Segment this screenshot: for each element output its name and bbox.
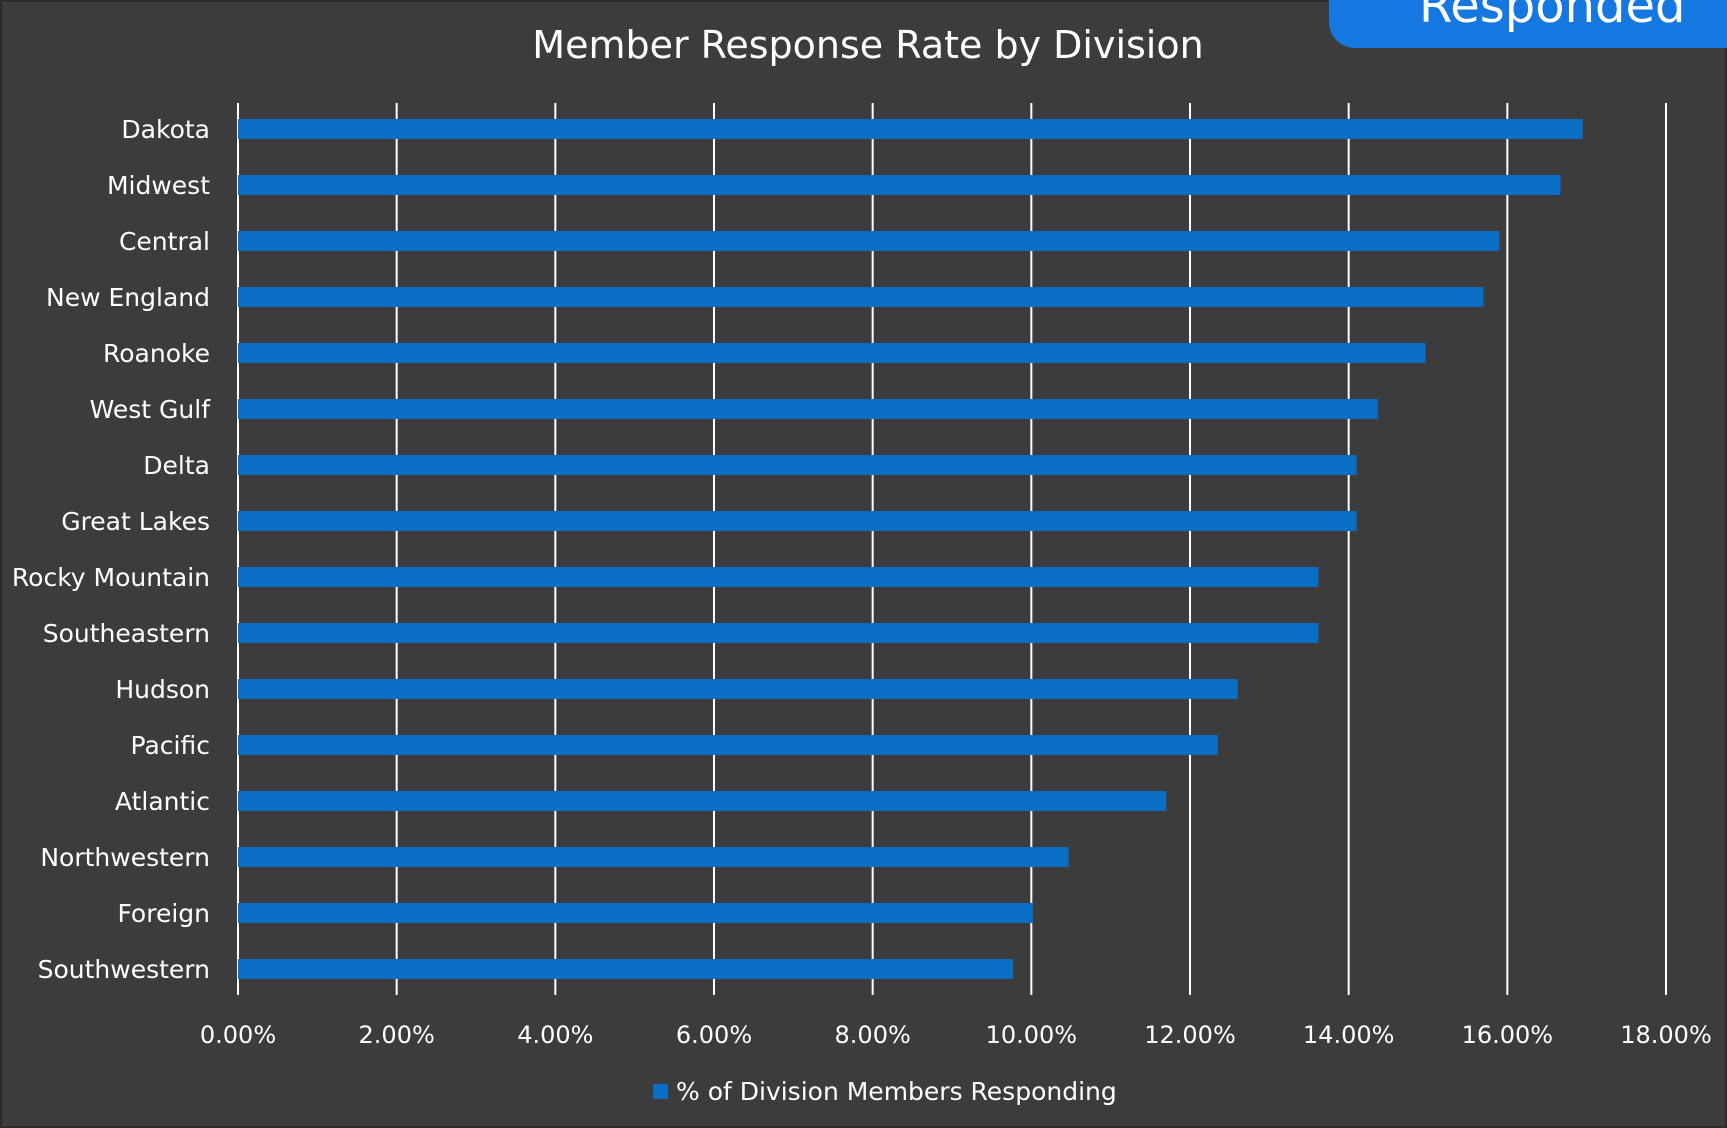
responded-badge: Responded <box>1329 0 1727 48</box>
category-label: Hudson <box>115 675 210 704</box>
x-tick-label: 14.00% <box>1303 1021 1395 1049</box>
category-label: Delta <box>143 451 210 480</box>
category-label: Northwestern <box>40 843 210 872</box>
category-label: West Gulf <box>90 395 212 424</box>
x-tick-label: 8.00% <box>835 1021 911 1049</box>
x-tick-label: 16.00% <box>1462 1021 1554 1049</box>
bar <box>238 287 1484 307</box>
bar <box>238 679 1238 699</box>
category-label: Midwest <box>107 171 210 200</box>
category-label: Foreign <box>117 899 210 928</box>
category-label: Roanoke <box>103 339 210 368</box>
bar <box>238 399 1379 419</box>
bar <box>238 511 1357 531</box>
bar <box>238 343 1426 363</box>
x-tick-label: 0.00% <box>200 1021 276 1049</box>
legend: % of Division Members Responding <box>653 1077 1117 1106</box>
bar <box>238 231 1500 251</box>
badge-label: Responded <box>1419 0 1686 34</box>
category-label: Pacific <box>131 731 210 760</box>
bar <box>238 791 1167 811</box>
x-tick-label: 4.00% <box>517 1021 593 1049</box>
gridlines <box>237 103 1667 995</box>
x-tick-labels: 0.00% 2.00% 4.00% 6.00% 8.00% 10.00% 12.00% 14.… <box>200 1021 1712 1049</box>
bar <box>238 567 1319 587</box>
bar <box>238 903 1033 923</box>
legend-label: % of Division Members Responding <box>676 1077 1117 1106</box>
bars <box>238 119 1583 979</box>
bar <box>238 623 1319 643</box>
category-label: Dakota <box>121 115 210 144</box>
bar <box>238 175 1561 195</box>
x-tick-label: 12.00% <box>1144 1021 1236 1049</box>
x-tick-label: 6.00% <box>676 1021 752 1049</box>
bar <box>238 847 1069 867</box>
bar <box>238 735 1218 755</box>
legend-swatch <box>653 1084 668 1099</box>
category-labels: Dakota Midwest Central New England Roanoke We… <box>12 115 211 984</box>
category-label: Southeastern <box>43 619 210 648</box>
category-label: New England <box>46 283 210 312</box>
category-label: Rocky Mountain <box>12 563 210 592</box>
bar <box>238 455 1357 475</box>
category-label: Southwestern <box>38 955 210 984</box>
x-tick-label: 10.00% <box>986 1021 1078 1049</box>
x-tick-label: 2.00% <box>359 1021 435 1049</box>
bar <box>238 119 1583 139</box>
category-label: Central <box>119 227 210 256</box>
x-tick-label: 18.00% <box>1620 1021 1712 1049</box>
category-label: Great Lakes <box>61 507 210 536</box>
chart-title: Member Response Rate by Division <box>532 23 1203 67</box>
category-label: Atlantic <box>115 787 210 816</box>
bar <box>238 959 1014 979</box>
